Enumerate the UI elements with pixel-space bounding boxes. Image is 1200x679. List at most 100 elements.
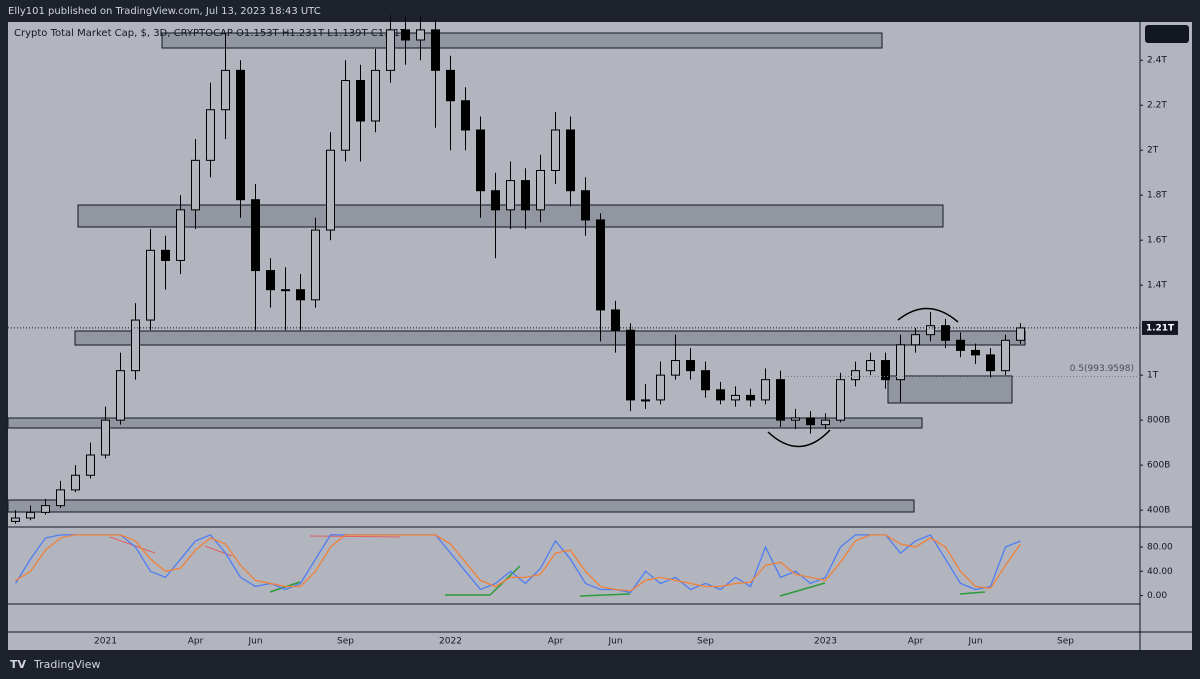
candle-body bbox=[461, 100, 470, 131]
y-tick-label: 1.4T bbox=[1147, 281, 1167, 291]
candle-body bbox=[326, 149, 335, 231]
arc bbox=[767, 429, 831, 448]
x-tick-label: Jun bbox=[247, 637, 262, 647]
candle-body bbox=[716, 389, 725, 401]
y-tick-label: 0.00 bbox=[1147, 591, 1167, 601]
brand-logo: 𝗧𝗩 bbox=[10, 658, 27, 671]
candle-body bbox=[296, 289, 305, 301]
candle-body bbox=[611, 309, 620, 331]
candle-body bbox=[266, 270, 275, 291]
candle-body bbox=[311, 229, 320, 301]
candle-body bbox=[911, 334, 920, 346]
candle-body bbox=[176, 209, 185, 261]
candle-body bbox=[656, 374, 665, 401]
arc bbox=[897, 307, 959, 323]
chart-title: Crypto Total Market Cap, $, 3D, CRYPTOCA… bbox=[14, 28, 407, 39]
candle-body bbox=[986, 354, 995, 372]
candle-body bbox=[341, 79, 350, 151]
x-tick-label: 2021 bbox=[94, 637, 117, 647]
y-tick-label: 40.00 bbox=[1147, 567, 1173, 577]
candle-body bbox=[26, 511, 35, 519]
candle-body bbox=[86, 454, 95, 476]
candle-body bbox=[11, 517, 20, 522]
y-tick-label: 2.4T bbox=[1147, 56, 1167, 66]
candle-body bbox=[641, 399, 650, 402]
last-price-box bbox=[1142, 320, 1178, 335]
candle-body bbox=[551, 129, 560, 171]
y-tick-label: 1.8T bbox=[1147, 191, 1167, 201]
x-tick-label: 2022 bbox=[439, 637, 462, 647]
zones bbox=[7, 32, 1026, 597]
candle-body bbox=[56, 489, 65, 507]
x-tick-label: Jun bbox=[967, 637, 982, 647]
candle-body bbox=[41, 505, 50, 513]
candle-body bbox=[146, 249, 155, 321]
candle-body bbox=[386, 29, 395, 71]
candle-body bbox=[851, 370, 860, 381]
fib-label: 0.5(993.9598) bbox=[1070, 364, 1134, 374]
candle-body bbox=[536, 169, 545, 211]
candle-body bbox=[881, 360, 890, 381]
candle-body bbox=[221, 69, 230, 111]
candle-body bbox=[401, 29, 410, 41]
divergence bbox=[779, 582, 826, 597]
candle-body bbox=[731, 394, 740, 401]
candle-body bbox=[596, 219, 605, 311]
candle-body bbox=[416, 29, 425, 41]
candle-body bbox=[131, 319, 140, 372]
candle-body bbox=[206, 109, 215, 161]
stoch-line bbox=[15, 534, 1022, 592]
candle-body bbox=[896, 344, 905, 381]
y-tick-label: 1T bbox=[1147, 371, 1159, 381]
candle-body bbox=[791, 417, 800, 421]
candle-body bbox=[71, 474, 80, 491]
candle-body bbox=[521, 180, 530, 211]
x-tick-label: Apr bbox=[548, 637, 564, 647]
candle-body bbox=[836, 379, 845, 421]
x-tick-label: Jun bbox=[607, 637, 622, 647]
candle-body bbox=[971, 349, 980, 356]
candle-body bbox=[1001, 339, 1010, 372]
last-price-label: 1.21T bbox=[1146, 323, 1175, 333]
divergence bbox=[309, 535, 401, 538]
candle-body bbox=[686, 360, 695, 372]
x-tick-label: Sep bbox=[697, 637, 714, 647]
candle-body bbox=[821, 419, 830, 426]
candle-body bbox=[941, 325, 950, 341]
candle-body bbox=[581, 190, 590, 221]
y-tick-label: 400B bbox=[1147, 506, 1170, 516]
candle-body bbox=[956, 339, 965, 351]
candle-body bbox=[866, 360, 875, 372]
candle-body bbox=[626, 329, 635, 401]
candle-body bbox=[926, 325, 935, 336]
y-tick-label: 80.00 bbox=[1147, 543, 1173, 553]
corner-button[interactable] bbox=[1145, 25, 1189, 43]
candle-body bbox=[431, 29, 440, 71]
candle-body bbox=[251, 199, 260, 272]
candle-body bbox=[476, 129, 485, 192]
zone bbox=[161, 32, 883, 49]
divergence bbox=[579, 593, 631, 597]
brand: TradingView bbox=[33, 658, 100, 671]
candle-body bbox=[101, 419, 110, 456]
candle-body bbox=[161, 249, 170, 261]
publisher: Elly101 published on TradingView.com, Ju… bbox=[8, 6, 321, 17]
candle-body bbox=[506, 180, 515, 211]
candle-body bbox=[776, 379, 785, 421]
candle-body bbox=[116, 370, 125, 421]
zone bbox=[74, 330, 1026, 346]
candle-body bbox=[701, 370, 710, 391]
zone bbox=[887, 375, 1013, 404]
divergence bbox=[959, 591, 986, 595]
candle-body bbox=[446, 69, 455, 102]
divergence bbox=[204, 545, 233, 557]
x-tick-label: 2023 bbox=[814, 637, 837, 647]
candle-body bbox=[491, 190, 500, 211]
candle-body bbox=[1016, 327, 1025, 341]
candle-body bbox=[191, 159, 200, 211]
y-tick-label: 2.2T bbox=[1147, 101, 1167, 111]
candle-body bbox=[371, 69, 380, 122]
candle-body bbox=[356, 79, 365, 122]
y-tick-label: 2T bbox=[1147, 146, 1159, 156]
